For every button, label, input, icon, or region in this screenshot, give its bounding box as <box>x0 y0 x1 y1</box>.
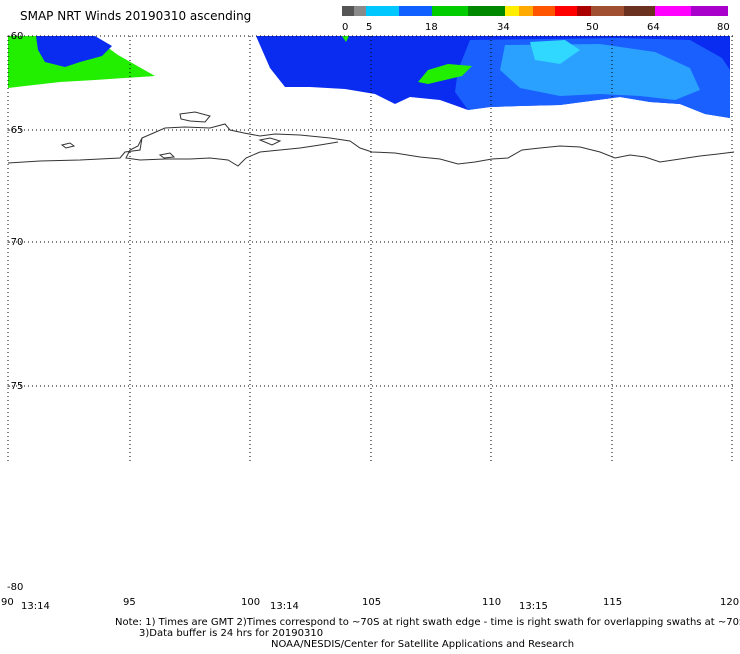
notes-line-2: 3)Data buffer is 24 hrs for 20190310 <box>139 628 324 639</box>
wind-area-green <box>418 64 472 84</box>
colorbar-label: 34 <box>497 22 510 33</box>
colorbar-seg-0 <box>342 6 354 16</box>
colorbar-label: 0 <box>342 22 348 33</box>
longitude-label: 105 <box>362 597 381 608</box>
colorbar-seg-5 <box>468 6 505 16</box>
swath-time: 13:14 <box>21 601 50 612</box>
latitude-label: -75 <box>7 381 23 392</box>
colorbar-seg-12 <box>624 6 655 16</box>
island-outline <box>258 137 282 146</box>
colorbar-seg-4 <box>432 6 468 16</box>
colorbar-label: 18 <box>425 22 438 33</box>
colorbar-seg-6 <box>505 6 519 16</box>
latitude-label: -65 <box>7 125 23 136</box>
colorbar-label: 50 <box>586 22 599 33</box>
antarctic-coastline <box>7 111 735 167</box>
longitude-label: 95 <box>123 597 136 608</box>
latitude-label: -60 <box>7 31 23 42</box>
colorbar-seg-8 <box>533 6 555 16</box>
wind-area-blue <box>36 36 112 67</box>
colorbar-seg-3 <box>399 6 432 16</box>
colorbar-seg-9 <box>555 6 577 16</box>
colorbar-seg-11 <box>591 6 624 16</box>
swath-time: 13:15 <box>519 601 548 612</box>
swath-times: 13:14 13:14 13:15 <box>21 601 548 612</box>
colorbar-seg-14 <box>691 6 728 16</box>
colorbar-seg-10 <box>577 6 591 16</box>
colorbar-seg-2 <box>366 6 399 16</box>
longitude-label: 110 <box>482 597 501 608</box>
latitude-label: -80 <box>7 582 23 593</box>
wind-swath-left <box>8 36 155 88</box>
colorbar-label: 80 <box>717 22 730 33</box>
coastline <box>125 137 339 167</box>
island-outline <box>60 142 76 149</box>
longitude-label: 90 <box>1 597 14 608</box>
notes-line-1: Note: 1) Times are GMT 2)Times correspon… <box>115 617 740 628</box>
latitude-label: -70 <box>7 237 23 248</box>
island-outline <box>179 111 211 123</box>
swath-time: 13:14 <box>270 601 299 612</box>
colorbar-seg-7 <box>519 6 533 16</box>
colorbar-seg-13 <box>655 6 691 16</box>
wind-swath-right <box>256 36 730 118</box>
colorbar-label: 5 <box>366 22 372 33</box>
map-grid <box>7 35 736 462</box>
longitude-label: 120 <box>720 597 739 608</box>
latitude-labels: -60 -65 -70 -75 -80 <box>7 31 23 593</box>
coastline <box>7 123 735 165</box>
longitude-label: 100 <box>241 597 260 608</box>
longitude-label: 115 <box>603 597 622 608</box>
wind-area-cyan <box>530 40 580 64</box>
wind-area-green <box>342 36 349 42</box>
longitude-labels: 90 95 100 105 110 115 120 <box>1 597 739 608</box>
colorbar-seg-1 <box>354 6 366 16</box>
wind-speed-colorbar: 0 5 18 34 50 64 80 <box>342 6 730 33</box>
island-outline <box>158 152 176 159</box>
credit-line: NOAA/NESDIS/Center for Satellite Applica… <box>271 639 575 650</box>
colorbar-label: 64 <box>647 22 660 33</box>
map-title: SMAP NRT Winds 20190310 ascending <box>20 9 251 23</box>
